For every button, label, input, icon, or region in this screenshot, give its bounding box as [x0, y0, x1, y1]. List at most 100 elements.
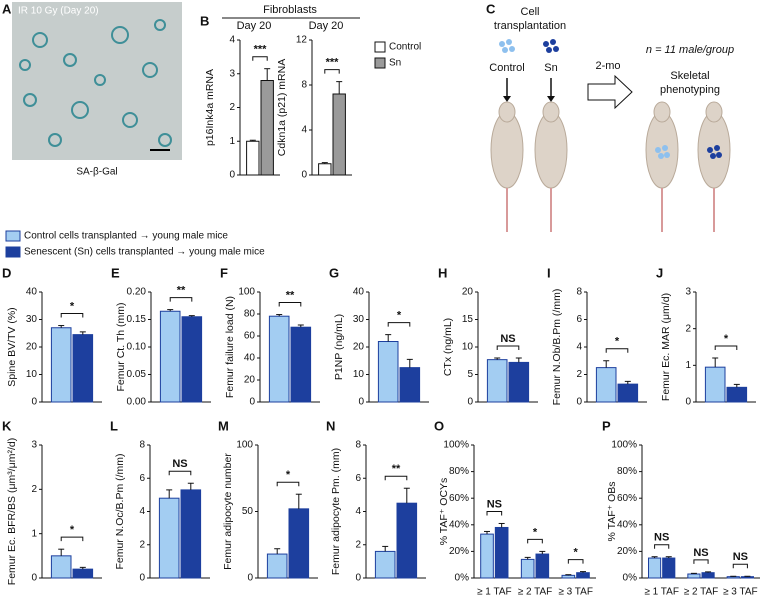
sig-bracket [654, 544, 670, 549]
y-tick-label: 2 [139, 539, 145, 550]
tails [506, 188, 715, 232]
bar [576, 572, 590, 579]
y-tick-label: 60 [244, 331, 256, 342]
panel-letter: A [2, 1, 12, 16]
y-tick-label: 60% [617, 493, 637, 504]
panel-letter: J [656, 265, 663, 280]
x-tick-label: ≥ 2 TAF [684, 587, 719, 598]
y-tick-label: 0 [139, 573, 145, 584]
bar [246, 140, 260, 176]
y-tick-label: 0 [685, 397, 691, 408]
x-tick-label: ≥ 1 TAF [644, 587, 679, 598]
y-tick-label: 4 [355, 506, 361, 517]
group-label: Control [489, 62, 524, 74]
sig-bracket [693, 559, 709, 564]
bar [740, 576, 754, 579]
sig-label: *** [254, 44, 268, 56]
sig-label: NS [500, 333, 515, 345]
sig-bracket [324, 69, 340, 74]
bar [494, 526, 509, 579]
bar [50, 555, 72, 579]
sig-bracket [168, 470, 192, 476]
panel-letter: F [220, 265, 228, 280]
y-tick-label: 40 [26, 287, 38, 298]
y-tick-label: 100% [443, 440, 469, 451]
outcome: Skeletal [670, 70, 709, 82]
bar [726, 576, 740, 579]
y-axis-label: Femur Ec. MAR (μm/d) [660, 293, 672, 401]
y-tick-label: 2 [31, 484, 37, 495]
y-tick-label: 3 [229, 68, 235, 79]
bar [701, 572, 715, 579]
y-tick-label: 8 [576, 287, 582, 298]
bar [72, 334, 94, 403]
arrowheads [503, 96, 555, 102]
y-tick-label: 10 [462, 342, 474, 353]
arrows [506, 78, 552, 98]
y-tick-label: 10 [26, 369, 38, 380]
y-tick-label: 6 [139, 473, 145, 484]
sig-label: NS [172, 458, 187, 470]
panel-letter: O [434, 418, 444, 433]
sig-bracket [567, 559, 584, 564]
y-axis-label: Cdkn1a (p21) mRNA [276, 59, 288, 156]
sig-label: * [70, 300, 75, 312]
bar [648, 557, 662, 579]
bar [260, 80, 274, 176]
bar [181, 316, 203, 403]
y-tick-label: 0.00 [127, 397, 147, 408]
y-tick-label: 0 [467, 397, 473, 408]
bar [266, 553, 288, 579]
bar [399, 367, 421, 403]
y-tick-label: 4 [301, 125, 307, 136]
y-axis-label: Femur failure load (N) [224, 296, 236, 398]
bar [332, 93, 346, 176]
y-tick-label: 8 [301, 80, 307, 91]
y-tick-label: 50 [242, 506, 254, 517]
panel-letter: G [329, 265, 339, 280]
y-tick-label: 40% [449, 519, 469, 530]
sig-bracket [252, 56, 268, 61]
bar [72, 568, 94, 579]
implant [655, 145, 670, 159]
y-axis-label: p16Ink4a mRNA [204, 69, 216, 146]
y-tick-label: 100 [236, 440, 253, 451]
legend-label: Control [389, 42, 421, 53]
y-axis-label: Femur N.Oc/B.Pm (/mm) [114, 453, 126, 569]
sig-bracket [387, 322, 411, 327]
y-tick-label: 0 [31, 573, 37, 584]
panel-letter: H [438, 265, 447, 280]
legend-swatch [5, 230, 21, 242]
sig-label: * [70, 524, 75, 536]
bar [374, 550, 396, 579]
y-tick-label: 20 [353, 342, 365, 353]
y-tick-label: 4 [139, 506, 145, 517]
sn-cells [543, 39, 559, 53]
legend-swatch [374, 41, 386, 53]
y-axis-label: Spine BV/TV (%) [6, 307, 18, 386]
bar [561, 574, 576, 579]
panel-letter: L [110, 418, 118, 433]
sig-label: * [286, 469, 291, 481]
c-title: Cell [521, 6, 540, 18]
sig-label: * [615, 336, 620, 348]
subtitle: Day 20 [237, 20, 272, 32]
panel-letter: P [602, 418, 611, 433]
bar [687, 573, 701, 579]
bar [726, 386, 748, 403]
y-tick-label: 80 [244, 309, 256, 320]
y-tick-label: 2 [355, 539, 361, 550]
image-caption: SA-β-Gal [76, 167, 117, 178]
y-tick-label: 4 [576, 342, 582, 353]
bar [486, 359, 508, 403]
y-tick-label: 0 [301, 170, 307, 181]
bar [704, 366, 726, 403]
sig-label: * [574, 547, 579, 559]
y-tick-label: 10 [353, 369, 365, 380]
y-tick-label: 0.10 [127, 342, 147, 353]
sig-bracket [278, 302, 302, 307]
y-tick-label: 0.20 [127, 287, 147, 298]
b-title: Fibroblasts [263, 4, 317, 16]
y-tick-label: 4 [229, 35, 235, 46]
